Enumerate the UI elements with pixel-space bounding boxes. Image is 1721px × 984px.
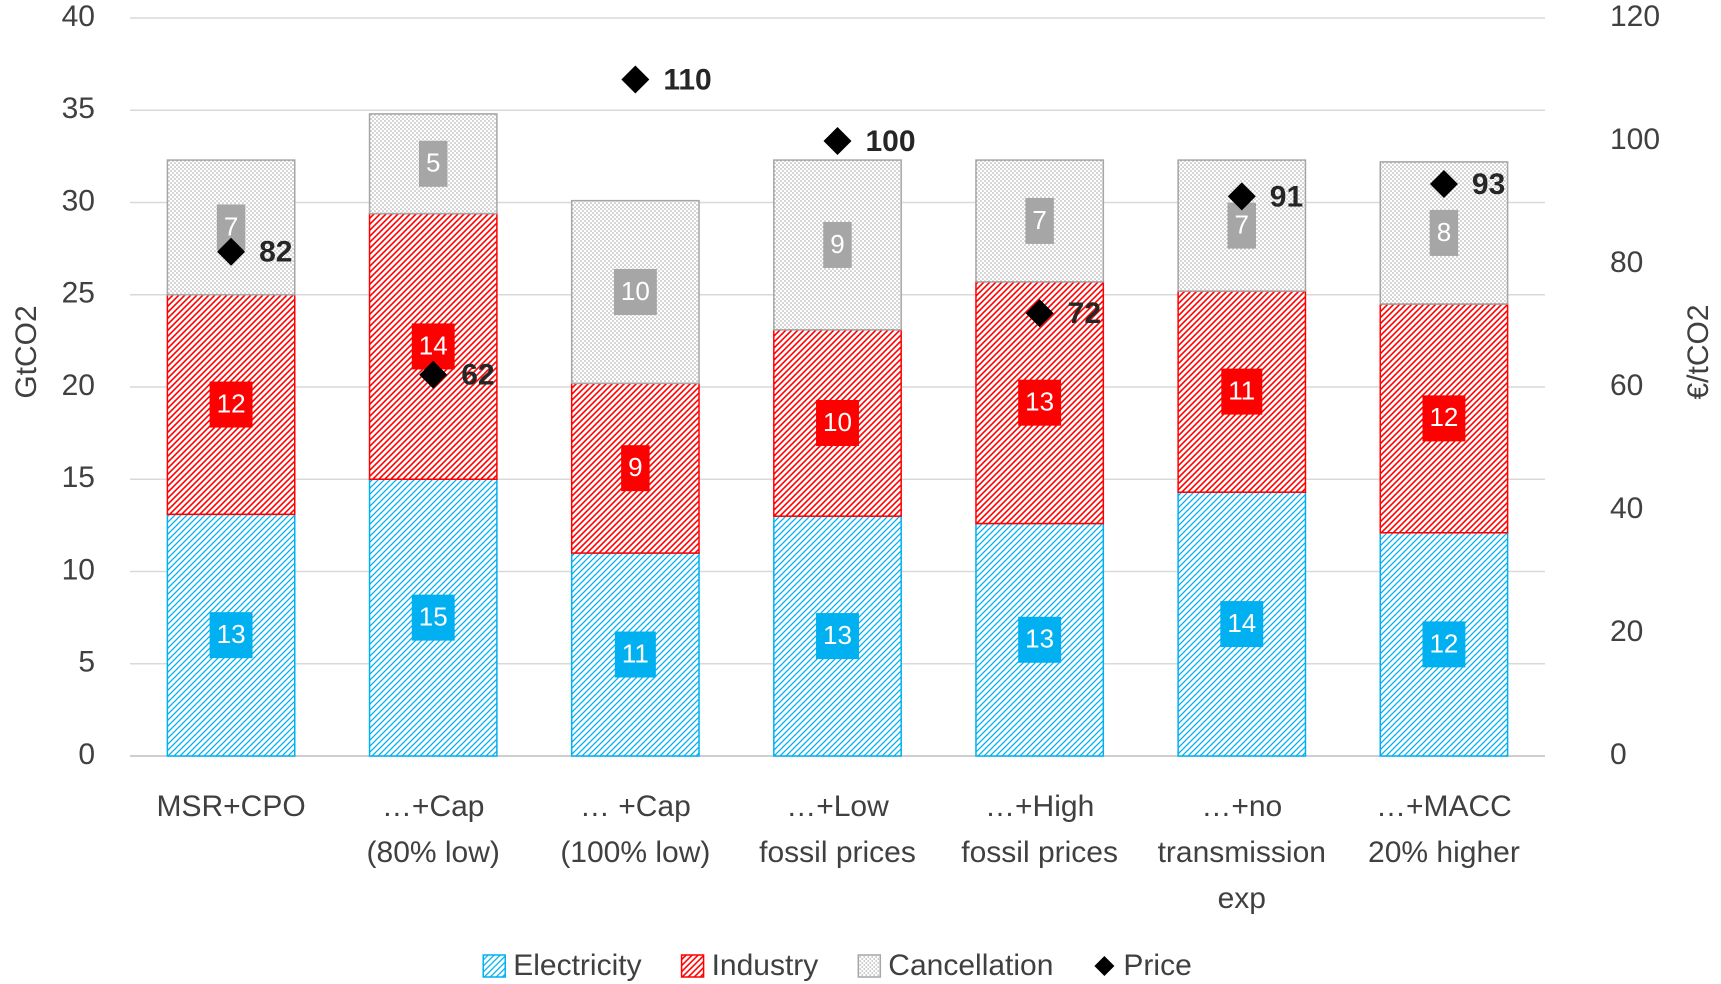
data-label: 12 — [1422, 621, 1466, 668]
price-marker — [1227, 182, 1256, 211]
data-label-text: 13 — [1025, 624, 1054, 654]
x-tick-label: …+no transmission exp — [1158, 790, 1326, 915]
data-label: 9 — [621, 445, 650, 492]
price-label: 62 — [461, 359, 494, 392]
data-label: 13 — [1018, 379, 1062, 426]
y-tick-label: 35 — [62, 92, 95, 125]
price-marker — [621, 65, 650, 94]
y2-tick-label: 120 — [1610, 0, 1660, 33]
data-label: 5 — [418, 140, 448, 187]
price-label: 91 — [1270, 180, 1303, 213]
data-label-text: 8 — [1437, 217, 1451, 247]
data-label-text: 5 — [426, 148, 440, 178]
data-label: 13 — [1018, 616, 1062, 663]
legend-label: Electricity — [513, 949, 641, 982]
data-label-text: 7 — [224, 211, 238, 241]
data-label-text: 14 — [1227, 608, 1256, 638]
data-label-text: 11 — [622, 638, 649, 668]
data-label-text: 13 — [823, 620, 852, 650]
y2-tick-label: 0 — [1610, 738, 1627, 771]
data-label-text: 9 — [628, 452, 642, 482]
x-tick-label: …+Cap (80% low) — [367, 790, 500, 869]
price-marker — [217, 237, 246, 266]
data-label-text: 7 — [1032, 205, 1046, 235]
data-label: 12 — [209, 381, 253, 428]
y2-tick-label: 80 — [1610, 246, 1643, 279]
data-label-text: 13 — [217, 619, 246, 649]
x-tick-label: MSR+CPO — [156, 790, 305, 823]
x-tick-label: …+High fossil prices — [961, 790, 1118, 869]
y-tick-label: 0 — [78, 738, 95, 771]
data-label-text: 9 — [830, 229, 844, 259]
data-label: 7 — [1025, 197, 1054, 244]
price-label: 72 — [1068, 297, 1101, 330]
price-label: 82 — [259, 236, 292, 269]
bar-segment — [166, 513, 296, 757]
data-label-text: 13 — [1025, 387, 1054, 417]
price-marker — [1429, 170, 1458, 199]
y-tick-label: 40 — [62, 0, 95, 33]
data-label-text: 10 — [823, 407, 852, 437]
y2-tick-label: 60 — [1610, 369, 1643, 402]
price-label: 93 — [1472, 168, 1505, 201]
x-tick-label: …+MACC 20% higher — [1368, 790, 1520, 869]
price-marker — [823, 127, 852, 155]
data-label: 13 — [209, 612, 253, 659]
legend-swatch — [680, 954, 705, 978]
y-tick-label: 5 — [78, 646, 95, 679]
legend-swatch — [857, 954, 882, 978]
y2-axis-title: €/tCO2 — [1682, 304, 1715, 399]
data-label-text: 10 — [621, 276, 650, 306]
data-label: 11 — [614, 631, 656, 678]
y2-tick-label: 20 — [1610, 615, 1643, 648]
y2-tick-label: 40 — [1610, 492, 1643, 525]
price-marker — [419, 360, 448, 389]
data-label-text: 7 — [1235, 209, 1249, 239]
y-tick-label: 25 — [62, 277, 95, 310]
legend-label: Cancellation — [888, 949, 1053, 982]
price-marker — [1025, 299, 1054, 328]
legend-swatch — [482, 954, 506, 978]
y-tick-label: 15 — [62, 461, 95, 494]
legend: Electricity Industry Cancellation Price — [482, 949, 1192, 982]
data-label-text: 12 — [217, 388, 246, 418]
x-tick-label: … +Cap (100% low) — [560, 790, 710, 869]
y-tick-label: 20 — [62, 369, 95, 402]
data-label: 8 — [1429, 209, 1459, 256]
legend-label: Industry — [712, 949, 819, 982]
data-label-text: 15 — [419, 602, 448, 632]
price-label: 100 — [866, 125, 916, 158]
data-label-text: 12 — [1429, 402, 1458, 432]
data-label: 12 — [1422, 395, 1466, 442]
data-label: 9 — [823, 221, 852, 268]
y-tick-label: 30 — [62, 184, 95, 217]
data-label: 10 — [816, 399, 859, 446]
data-label: 13 — [816, 613, 859, 660]
y-axis-title: GtCO2 — [10, 305, 43, 398]
legend-marker — [1094, 956, 1115, 976]
data-label-text: 12 — [1429, 628, 1458, 658]
data-label-text: 11 — [1228, 375, 1255, 405]
data-label: 7 — [216, 204, 246, 251]
data-label: 15 — [411, 594, 455, 641]
price-label: 110 — [663, 63, 711, 96]
y-tick-label: 10 — [62, 553, 95, 586]
data-label: 14 — [1220, 601, 1264, 648]
legend-label: Price — [1123, 949, 1191, 982]
y2-tick-label: 100 — [1610, 123, 1660, 156]
x-tick-label: …+Low fossil prices — [759, 790, 916, 869]
data-label: 10 — [613, 268, 657, 315]
data-label-text: 14 — [419, 330, 448, 360]
data-label: 11 — [1221, 368, 1263, 415]
